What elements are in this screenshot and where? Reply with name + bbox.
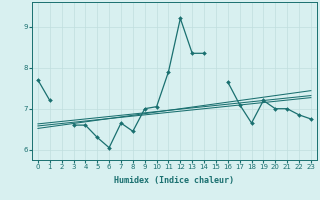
X-axis label: Humidex (Indice chaleur): Humidex (Indice chaleur) bbox=[115, 176, 234, 185]
